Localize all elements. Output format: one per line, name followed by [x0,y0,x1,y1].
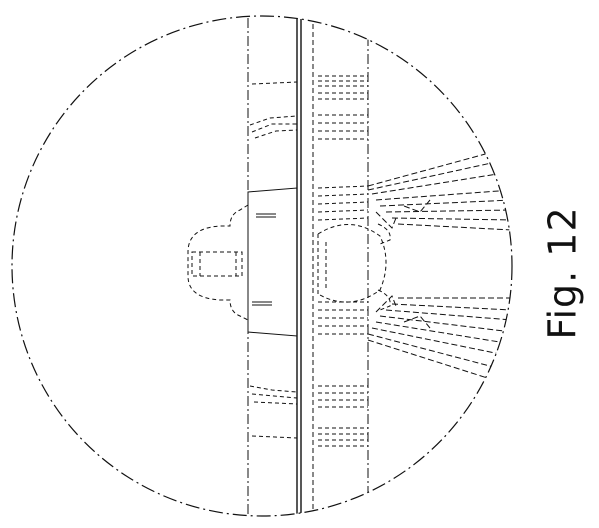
lower-teeth [250,386,368,446]
detail-circle [12,16,512,516]
left-boss [188,205,248,320]
hub-body [248,188,297,336]
upper-spokes [368,150,512,230]
figure-label-text: Fig. 12 [541,206,585,339]
mid-lower-teeth [318,302,368,334]
upper-teeth [250,76,368,139]
figure-label: Fig. 12 [536,198,590,348]
mid-upper-teeth [318,186,368,220]
rail-lines [248,0,368,528]
right-dome [318,224,390,310]
